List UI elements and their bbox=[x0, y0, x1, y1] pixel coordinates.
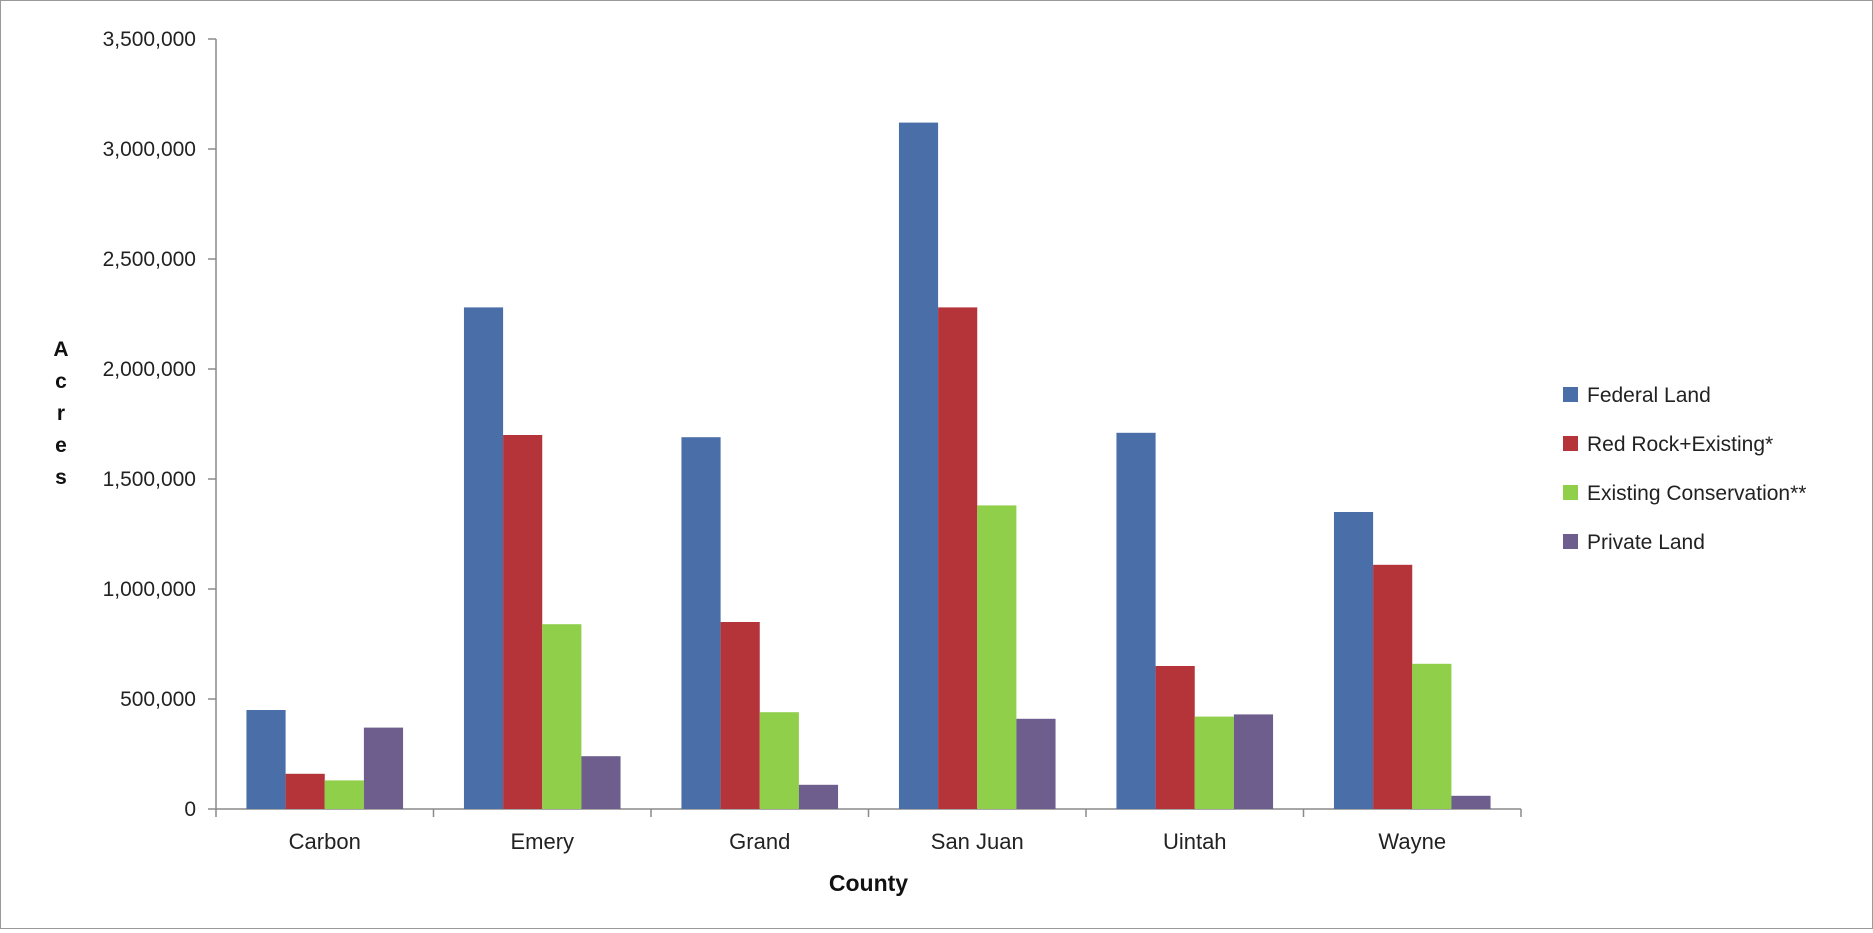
bar-private-land-grand bbox=[798, 784, 839, 809]
bar-red-rock-existing-grand bbox=[720, 622, 760, 809]
legend-swatch bbox=[1563, 485, 1578, 500]
y-axis: 0 500,000 1,000,000 1,500,000 2,000,000 2,500… bbox=[103, 28, 217, 821]
bars bbox=[246, 122, 1491, 810]
bar-federal-land-emery bbox=[463, 307, 504, 809]
bar-existing-conservation-uintah bbox=[1194, 716, 1234, 809]
x-tick-label: Carbon bbox=[289, 829, 361, 854]
bar-federal-land-wayne bbox=[1333, 512, 1374, 809]
y-axis-title-letter: r bbox=[57, 402, 65, 425]
bar-red-rock-existing-carbon bbox=[285, 773, 325, 809]
bar-existing-conservation-grand bbox=[759, 712, 799, 809]
bar-private-land-emery bbox=[581, 756, 621, 809]
bar-federal-land-uintah bbox=[1116, 432, 1156, 809]
y-tick-label: 1,000,000 bbox=[103, 578, 196, 601]
bar-red-rock-existing-uintah bbox=[1155, 666, 1195, 809]
bar-private-land-uintah bbox=[1233, 714, 1274, 809]
y-tick-label: 500,000 bbox=[120, 688, 196, 711]
bar-federal-land-grand bbox=[681, 437, 721, 809]
bar-red-rock-existing-emery bbox=[503, 435, 543, 809]
legend: Federal Land Red Rock+Existing* Existing C… bbox=[1563, 384, 1806, 554]
y-tick-label: 2,000,000 bbox=[103, 358, 196, 381]
y-axis-title-letter: c bbox=[55, 370, 67, 393]
x-axis-title: County bbox=[829, 870, 908, 896]
y-axis-title-letter: s bbox=[55, 466, 67, 489]
legend-swatch bbox=[1563, 387, 1578, 402]
y-tick-label: 3,500,000 bbox=[103, 28, 196, 51]
y-tick-label: 2,500,000 bbox=[103, 248, 196, 271]
y-tick-label: 1,500,000 bbox=[103, 468, 196, 491]
legend-swatch bbox=[1563, 436, 1578, 451]
y-tick-label: 3,000,000 bbox=[103, 138, 196, 161]
bar-existing-conservation-san-juan bbox=[977, 505, 1017, 809]
legend-label: Red Rock+Existing* bbox=[1587, 433, 1773, 456]
y-tick-label: 0 bbox=[184, 798, 196, 821]
legend-label: Private Land bbox=[1587, 531, 1705, 554]
x-tick-label: Emery bbox=[510, 829, 574, 854]
legend-label: Federal Land bbox=[1587, 384, 1711, 407]
legend-swatch bbox=[1563, 534, 1578, 549]
y-axis-title-letter: e bbox=[55, 434, 67, 457]
legend-label: Existing Conservation** bbox=[1587, 482, 1806, 505]
bar-federal-land-carbon bbox=[246, 710, 286, 809]
x-axis: Carbon Emery Grand San Juan Uintah Wayne bbox=[215, 808, 1522, 854]
bar-private-land-wayne bbox=[1451, 795, 1491, 809]
bar-existing-conservation-carbon bbox=[324, 780, 364, 809]
x-tick-label: Wayne bbox=[1378, 829, 1446, 854]
x-tick-label: Uintah bbox=[1163, 829, 1227, 854]
bar-red-rock-existing-wayne bbox=[1373, 564, 1413, 809]
bar-red-rock-existing-san-juan bbox=[938, 307, 978, 809]
y-axis-title-letter: A bbox=[53, 338, 68, 361]
bar-federal-land-san-juan bbox=[898, 122, 939, 810]
bar-existing-conservation-emery bbox=[542, 624, 582, 809]
bar-existing-conservation-wayne bbox=[1412, 663, 1452, 809]
x-tick-label: San Juan bbox=[931, 829, 1024, 854]
x-tick-label: Grand bbox=[729, 829, 790, 854]
bar-private-land-san-juan bbox=[1016, 718, 1056, 809]
bar-private-land-carbon bbox=[363, 727, 404, 809]
